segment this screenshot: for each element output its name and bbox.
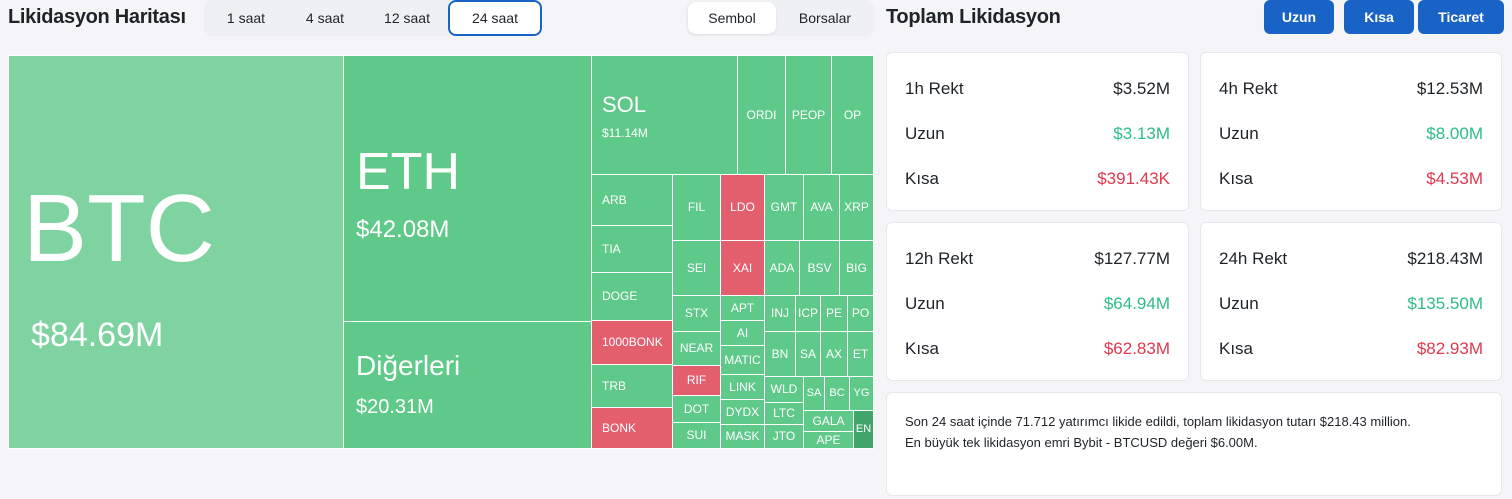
tile-bsv[interactable]: BSV (799, 240, 840, 296)
tile-arb[interactable]: ARB (591, 174, 673, 226)
tile-xai[interactable]: XAI (720, 240, 765, 296)
tab-4h[interactable]: 4 saat (305, 10, 345, 26)
trade-button[interactable]: Ticaret (1418, 0, 1504, 34)
card-24h: 24h Rekt $218.43M Uzun $135.50M Kısa $82.93… (1200, 222, 1502, 381)
short-label: Kısa (905, 169, 940, 188)
tile-yg[interactable]: YG (849, 376, 874, 411)
tile-xrp[interactable]: XRP (839, 174, 874, 241)
card-total: $127.77M (1094, 249, 1170, 268)
tile-ordi[interactable]: ORDI (737, 55, 786, 175)
card-1h: 1h Rekt $3.52M Uzun $3.13M Kısa $391.43K (886, 52, 1189, 211)
tile-ape[interactable]: APE (803, 431, 854, 449)
tab-exchanges[interactable]: Borsalar (798, 10, 852, 26)
summary-title: Toplam Likidasyon (886, 6, 1061, 28)
card-label: 4h Rekt (1219, 79, 1278, 98)
page-title: Likidasyon Haritası (8, 6, 186, 28)
tile-bc[interactable]: BC (824, 376, 850, 411)
tile-sui[interactable]: SUI (672, 422, 721, 449)
tile-ada[interactable]: ADA (764, 240, 800, 296)
short-value: $62.83M (1103, 339, 1170, 358)
tile-jto[interactable]: JTO (764, 424, 804, 449)
long-label: Uzun (905, 124, 945, 143)
tile-sol[interactable]: SOL $11.14M (591, 55, 738, 175)
short-label: Kısa (1219, 169, 1254, 188)
card-total: $12.53M (1416, 79, 1483, 98)
tile-big[interactable]: BIG (839, 240, 874, 296)
card-total: $3.52M (1113, 79, 1170, 98)
tile-others[interactable]: Diğerleri $20.31M (343, 321, 592, 449)
tile-stx[interactable]: STX (672, 295, 721, 332)
long-value: $64.94M (1103, 294, 1170, 313)
tile-trb[interactable]: TRB (591, 364, 673, 408)
tile-pe[interactable]: PE (820, 295, 848, 332)
long-button[interactable]: Uzun (1264, 0, 1334, 34)
tile-peop[interactable]: PEOP (785, 55, 832, 175)
long-label: Uzun (1219, 294, 1259, 313)
info-line-2: En büyük tek likidasyon emri Bybit - BTC… (905, 435, 1258, 450)
short-label: Kısa (1219, 339, 1254, 358)
tile-ai[interactable]: AI (720, 320, 765, 346)
tile-ltc[interactable]: LTC (764, 402, 804, 425)
tile-ax[interactable]: AX (820, 331, 848, 377)
tile-op[interactable]: OP (831, 55, 874, 175)
tile-inj[interactable]: INJ (764, 295, 796, 332)
tile-wld[interactable]: WLD (764, 376, 804, 403)
short-label: Kısa (905, 339, 940, 358)
tile-tia[interactable]: TIA (591, 225, 673, 273)
long-label: Uzun (905, 294, 945, 313)
liquidation-treemap: BTC $84.69M ETH $42.08M Diğerleri $20.31… (8, 55, 874, 449)
filter-buttons: Uzun Kısa Ticaret (1264, 0, 1504, 34)
liquidation-info: Son 24 saat içinde 71.712 yatırımcı liki… (886, 392, 1502, 496)
tile-rif[interactable]: RIF (672, 365, 721, 396)
tile-doge[interactable]: DOGE (591, 272, 673, 321)
tile-1000bonk[interactable]: 1000BONK (591, 320, 673, 365)
tile-ldo[interactable]: LDO (720, 174, 765, 241)
short-value: $391.43K (1097, 169, 1170, 188)
group-selector: Sembol Borsalar (686, 0, 874, 36)
card-label: 12h Rekt (905, 249, 974, 268)
tab-symbol[interactable]: Sembol (688, 2, 776, 34)
tile-dot[interactable]: DOT (672, 395, 721, 423)
tile-near[interactable]: NEAR (672, 331, 721, 366)
card-4h: 4h Rekt $12.53M Uzun $8.00M Kısa $4.53M (1200, 52, 1502, 211)
tile-et[interactable]: ET (847, 331, 874, 377)
tile-btc[interactable]: BTC $84.69M (8, 55, 344, 449)
tile-bonk[interactable]: BONK (591, 407, 673, 449)
tab-12h[interactable]: 12 saat (384, 10, 430, 26)
card-label: 1h Rekt (905, 79, 964, 98)
tile-apt[interactable]: APT (720, 295, 765, 321)
card-label: 24h Rekt (1219, 249, 1288, 268)
tile-matic[interactable]: MATIC (720, 345, 765, 375)
short-value: $82.93M (1416, 339, 1483, 358)
tile-link[interactable]: LINK (720, 374, 765, 400)
timeframe-selector: 1 saat 4 saat 12 saat 24 saat (204, 0, 542, 36)
long-label: Uzun (1219, 124, 1259, 143)
tile-po[interactable]: PO (847, 295, 874, 332)
tile-sa-2[interactable]: SA (803, 376, 825, 411)
tab-24h[interactable]: 24 saat (448, 0, 542, 36)
long-value: $3.13M (1113, 124, 1170, 143)
tile-en[interactable]: EN (853, 410, 874, 449)
tile-fil[interactable]: FIL (672, 174, 721, 241)
tab-1h[interactable]: 1 saat (226, 10, 266, 26)
tile-ava[interactable]: AVA (803, 174, 840, 241)
tile-sei[interactable]: SEI (672, 240, 721, 296)
tile-icp[interactable]: ICP (795, 295, 821, 332)
tile-eth[interactable]: ETH $42.08M (343, 55, 592, 322)
long-value: $8.00M (1426, 124, 1483, 143)
tile-gala[interactable]: GALA (803, 410, 854, 432)
card-12h: 12h Rekt $127.77M Uzun $64.94M Kısa $62.83M (886, 222, 1189, 381)
tile-gmt[interactable]: GMT (764, 174, 804, 241)
info-line-1: Son 24 saat içinde 71.712 yatırımcı liki… (905, 414, 1411, 429)
tile-dydx[interactable]: DYDX (720, 399, 765, 425)
tile-mask[interactable]: MASK (720, 424, 765, 449)
card-total: $218.43M (1407, 249, 1483, 268)
long-value: $135.50M (1407, 294, 1483, 313)
tile-sa-1[interactable]: SA (795, 331, 821, 377)
short-value: $4.53M (1426, 169, 1483, 188)
short-button[interactable]: Kısa (1344, 0, 1414, 34)
tile-bn[interactable]: BN (764, 331, 796, 377)
